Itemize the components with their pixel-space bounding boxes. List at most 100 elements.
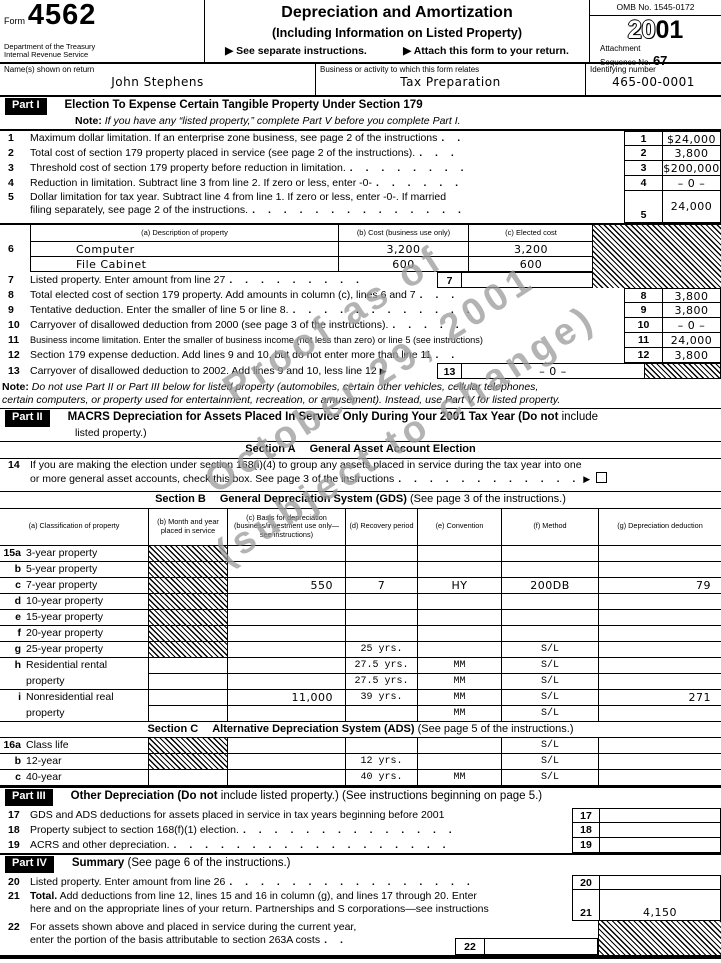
deduction-cell[interactable] — [598, 609, 721, 626]
convention-cell[interactable] — [417, 754, 501, 771]
basis-cell[interactable] — [227, 705, 345, 722]
recovery-cell[interactable] — [345, 609, 417, 626]
deduction-cell[interactable]: 79 — [598, 577, 721, 594]
property-description[interactable]: File Cabinet — [30, 256, 338, 272]
method-cell[interactable] — [501, 625, 598, 642]
deduction-cell[interactable] — [598, 641, 721, 658]
recovery-cell[interactable] — [345, 545, 417, 562]
line-17-amount[interactable] — [600, 808, 721, 823]
line-text: Maximum dollar limitation. If an enterpr… — [30, 131, 466, 144]
basis-cell[interactable] — [227, 657, 345, 674]
deduction-cell[interactable] — [598, 673, 721, 690]
line-box: 11 — [624, 332, 663, 348]
recovery-cell[interactable]: 7 — [345, 577, 417, 594]
line-box: 5 — [624, 190, 663, 223]
method-cell[interactable] — [501, 561, 598, 578]
deduction-cell[interactable] — [598, 738, 721, 755]
basis-cell[interactable] — [227, 593, 345, 610]
line-19-amount[interactable] — [600, 838, 721, 853]
month-year-cell[interactable] — [148, 657, 227, 674]
basis-cell[interactable] — [227, 625, 345, 642]
form-word: Form — [4, 16, 25, 26]
gds-row-15i-2: property MM S/L — [0, 705, 721, 722]
line-3-amount[interactable]: $200,000 — [663, 160, 721, 176]
recovery-cell[interactable] — [345, 625, 417, 642]
name-value[interactable]: John Stephens — [111, 75, 204, 89]
method-cell[interactable] — [501, 545, 598, 562]
basis-cell[interactable] — [227, 561, 345, 578]
recovery-cell[interactable] — [345, 561, 417, 578]
month-year-cell[interactable] — [148, 689, 227, 706]
see-instructions-note: ▶ See separate instructions. — [225, 44, 367, 57]
method-cell[interactable] — [501, 609, 598, 626]
col-deduction-header: (g) Depreciation deduction — [598, 508, 721, 546]
basis-cell[interactable] — [227, 609, 345, 626]
line-8-amount[interactable]: 3,800 — [663, 287, 721, 303]
basis-cell[interactable] — [227, 770, 345, 787]
property-cost[interactable]: 600 — [338, 256, 468, 272]
line-number: 10 — [8, 318, 20, 331]
deduction-cell[interactable] — [598, 545, 721, 562]
recovery-cell[interactable] — [345, 738, 417, 755]
convention-cell[interactable] — [417, 625, 501, 642]
line-7-amount[interactable] — [462, 271, 593, 288]
part1-label: Part I — [5, 98, 47, 115]
deduction-cell[interactable] — [598, 593, 721, 610]
deduction-cell[interactable] — [598, 561, 721, 578]
part2-title-line2: listed property.) — [75, 426, 147, 439]
method-cell[interactable] — [501, 593, 598, 610]
line-12-amount[interactable]: 3,800 — [663, 347, 721, 363]
line-2-amount[interactable]: 3,800 — [663, 145, 721, 161]
line-18: 18 Property subject to section 168(f)(1)… — [0, 823, 721, 838]
deduction-cell[interactable] — [598, 625, 721, 642]
line-10-amount[interactable]: – 0 – — [663, 317, 721, 333]
recovery-cell[interactable] — [345, 593, 417, 610]
deduction-cell[interactable]: 271 — [598, 689, 721, 706]
deduction-cell[interactable] — [598, 705, 721, 722]
line-13: 13 Carryover of disallowed deduction to … — [0, 362, 721, 379]
deduction-cell[interactable] — [598, 770, 721, 787]
convention-cell[interactable] — [417, 561, 501, 578]
part4-label: Part IV — [5, 856, 54, 873]
line-21-amount[interactable]: 4,150 — [600, 889, 721, 921]
convention-cell[interactable] — [417, 593, 501, 610]
line-1-amount[interactable]: $24,000 — [663, 130, 721, 146]
convention-cell[interactable] — [417, 738, 501, 755]
basis-cell[interactable]: 550 — [227, 577, 345, 594]
basis-cell[interactable] — [227, 738, 345, 755]
recovery-cell[interactable] — [345, 705, 417, 722]
business-value[interactable]: Tax Preparation — [400, 75, 501, 89]
property-elected-cost[interactable]: 600 — [468, 256, 593, 272]
month-year-cell[interactable] — [148, 673, 227, 690]
line-4-amount[interactable]: – 0 – — [663, 175, 721, 191]
method-cell[interactable]: 200DB — [501, 577, 598, 594]
deduction-cell[interactable] — [598, 754, 721, 771]
line-20-amount[interactable] — [600, 874, 721, 890]
identifying-number-value[interactable]: 465-00-0001 — [612, 75, 695, 89]
property-cost[interactable]: 3,200 — [338, 241, 468, 257]
property-elected-cost[interactable]: 3,200 — [468, 241, 593, 257]
month-year-cell[interactable] — [148, 770, 227, 787]
basis-cell[interactable] — [227, 641, 345, 658]
line-13-amount[interactable]: – 0 – — [462, 362, 645, 379]
basis-cell[interactable] — [227, 673, 345, 690]
line-18-amount[interactable] — [600, 823, 721, 838]
line-11-amount[interactable]: 24,000 — [663, 332, 721, 348]
convention-cell[interactable] — [417, 545, 501, 562]
property-description[interactable]: Computer — [30, 241, 338, 257]
basis-cell[interactable]: 11,000 — [227, 689, 345, 706]
convention-cell[interactable] — [417, 609, 501, 626]
convention-cell[interactable]: HY — [417, 577, 501, 594]
month-year-cell[interactable] — [148, 705, 227, 722]
col-convention-header: (e) Convention — [417, 508, 501, 546]
line-9-amount[interactable]: 3,800 — [663, 302, 721, 318]
basis-cell[interactable] — [227, 754, 345, 771]
basis-cell[interactable] — [227, 545, 345, 562]
line-22-amount[interactable] — [485, 937, 598, 955]
omb-number: OMB No. 1545-0172 — [590, 0, 721, 16]
form-title-block: Depreciation and Amortization (Including… — [205, 0, 590, 62]
general-asset-election-checkbox[interactable] — [596, 471, 608, 483]
deduction-cell[interactable] — [598, 657, 721, 674]
line-5-amount[interactable]: 24,000 — [663, 190, 721, 223]
convention-cell[interactable] — [417, 641, 501, 658]
